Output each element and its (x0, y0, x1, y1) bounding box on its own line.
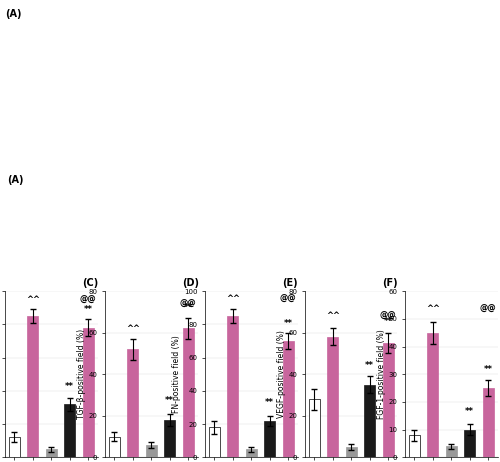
Bar (146, 445, 157, 457)
Text: **: ** (365, 361, 374, 370)
Bar (164, 420, 175, 457)
Text: @@: @@ (480, 304, 496, 313)
Text: **: ** (84, 305, 93, 314)
Bar (182, 328, 194, 457)
Bar (408, 435, 420, 457)
Bar (427, 333, 438, 457)
Bar (8, 438, 20, 457)
Text: **: ** (265, 399, 274, 407)
Text: ^^: ^^ (426, 304, 440, 313)
Bar (264, 421, 276, 457)
Bar (482, 388, 494, 457)
Bar (208, 427, 220, 457)
Y-axis label: VEGF-positive field (%): VEGF-positive field (%) (276, 330, 285, 418)
Text: **: ** (384, 317, 392, 326)
Bar (227, 316, 238, 457)
Y-axis label: TGF-β-positive field (%): TGF-β-positive field (%) (76, 329, 86, 419)
Bar (308, 399, 320, 457)
Text: (C): (C) (82, 278, 98, 288)
Bar (246, 449, 257, 457)
Text: @@: @@ (280, 294, 296, 303)
Text: ^^: ^^ (226, 294, 240, 303)
Text: **: ** (284, 319, 293, 328)
Text: (F): (F) (382, 278, 398, 288)
Bar (346, 447, 357, 457)
Y-axis label: FN-positive field (%): FN-positive field (%) (172, 335, 181, 413)
Bar (64, 404, 76, 457)
Text: (E): (E) (282, 278, 298, 288)
Bar (127, 349, 138, 457)
Y-axis label: FGF-1-positive field (%): FGF-1-positive field (%) (376, 329, 386, 419)
Bar (464, 430, 475, 457)
Bar (82, 328, 94, 457)
Bar (382, 343, 394, 457)
Text: ^^: ^^ (126, 324, 140, 333)
Text: **: ** (184, 303, 193, 312)
Text: (A): (A) (7, 175, 23, 185)
Text: ^^: ^^ (26, 295, 40, 304)
Bar (364, 384, 376, 457)
Text: @@: @@ (380, 311, 396, 320)
Text: @@: @@ (80, 295, 96, 304)
Bar (327, 337, 338, 457)
Bar (282, 341, 294, 457)
Text: @@: @@ (180, 299, 196, 308)
Text: (D): (D) (182, 278, 199, 288)
Bar (46, 449, 57, 457)
Text: **: ** (465, 407, 474, 416)
Bar (27, 316, 38, 457)
Text: **: ** (165, 396, 174, 406)
Text: **: ** (65, 382, 74, 391)
Bar (108, 437, 120, 457)
Text: **: ** (484, 365, 493, 374)
Text: ^^: ^^ (326, 311, 340, 320)
Text: (A): (A) (5, 9, 21, 18)
Bar (446, 446, 457, 457)
